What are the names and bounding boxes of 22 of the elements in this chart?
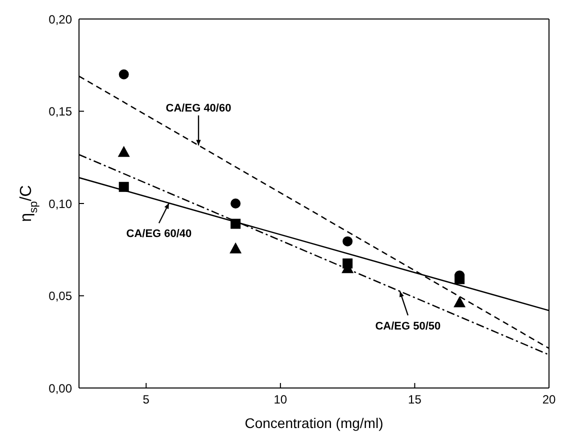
x-tick-label: 15	[408, 392, 422, 407]
x-axis-title: Concentration (mg/ml)	[244, 415, 384, 431]
point	[230, 218, 241, 229]
point	[118, 146, 130, 157]
x-tick-label: 5	[142, 392, 150, 407]
annotation: CA/EG 40/60	[166, 102, 232, 114]
x-tick-label: 10	[274, 392, 288, 407]
y-tick-label: 0,05	[48, 289, 72, 304]
point	[454, 274, 465, 284]
point	[454, 296, 466, 308]
point	[230, 198, 241, 208]
point	[118, 182, 129, 192]
y-tick-label: 0,10	[48, 196, 72, 211]
point	[118, 69, 129, 80]
point	[342, 236, 353, 246]
annotation: CA/EG 50/50	[375, 320, 441, 332]
y-tick-label: 0,15	[48, 104, 72, 119]
annotation: CA/EG 60/40	[126, 228, 192, 240]
point	[230, 242, 242, 254]
y-tick-label: 0,20	[48, 12, 72, 26]
y-tick-label: 0,00	[48, 381, 72, 396]
x-tick-label: 20	[542, 392, 556, 407]
